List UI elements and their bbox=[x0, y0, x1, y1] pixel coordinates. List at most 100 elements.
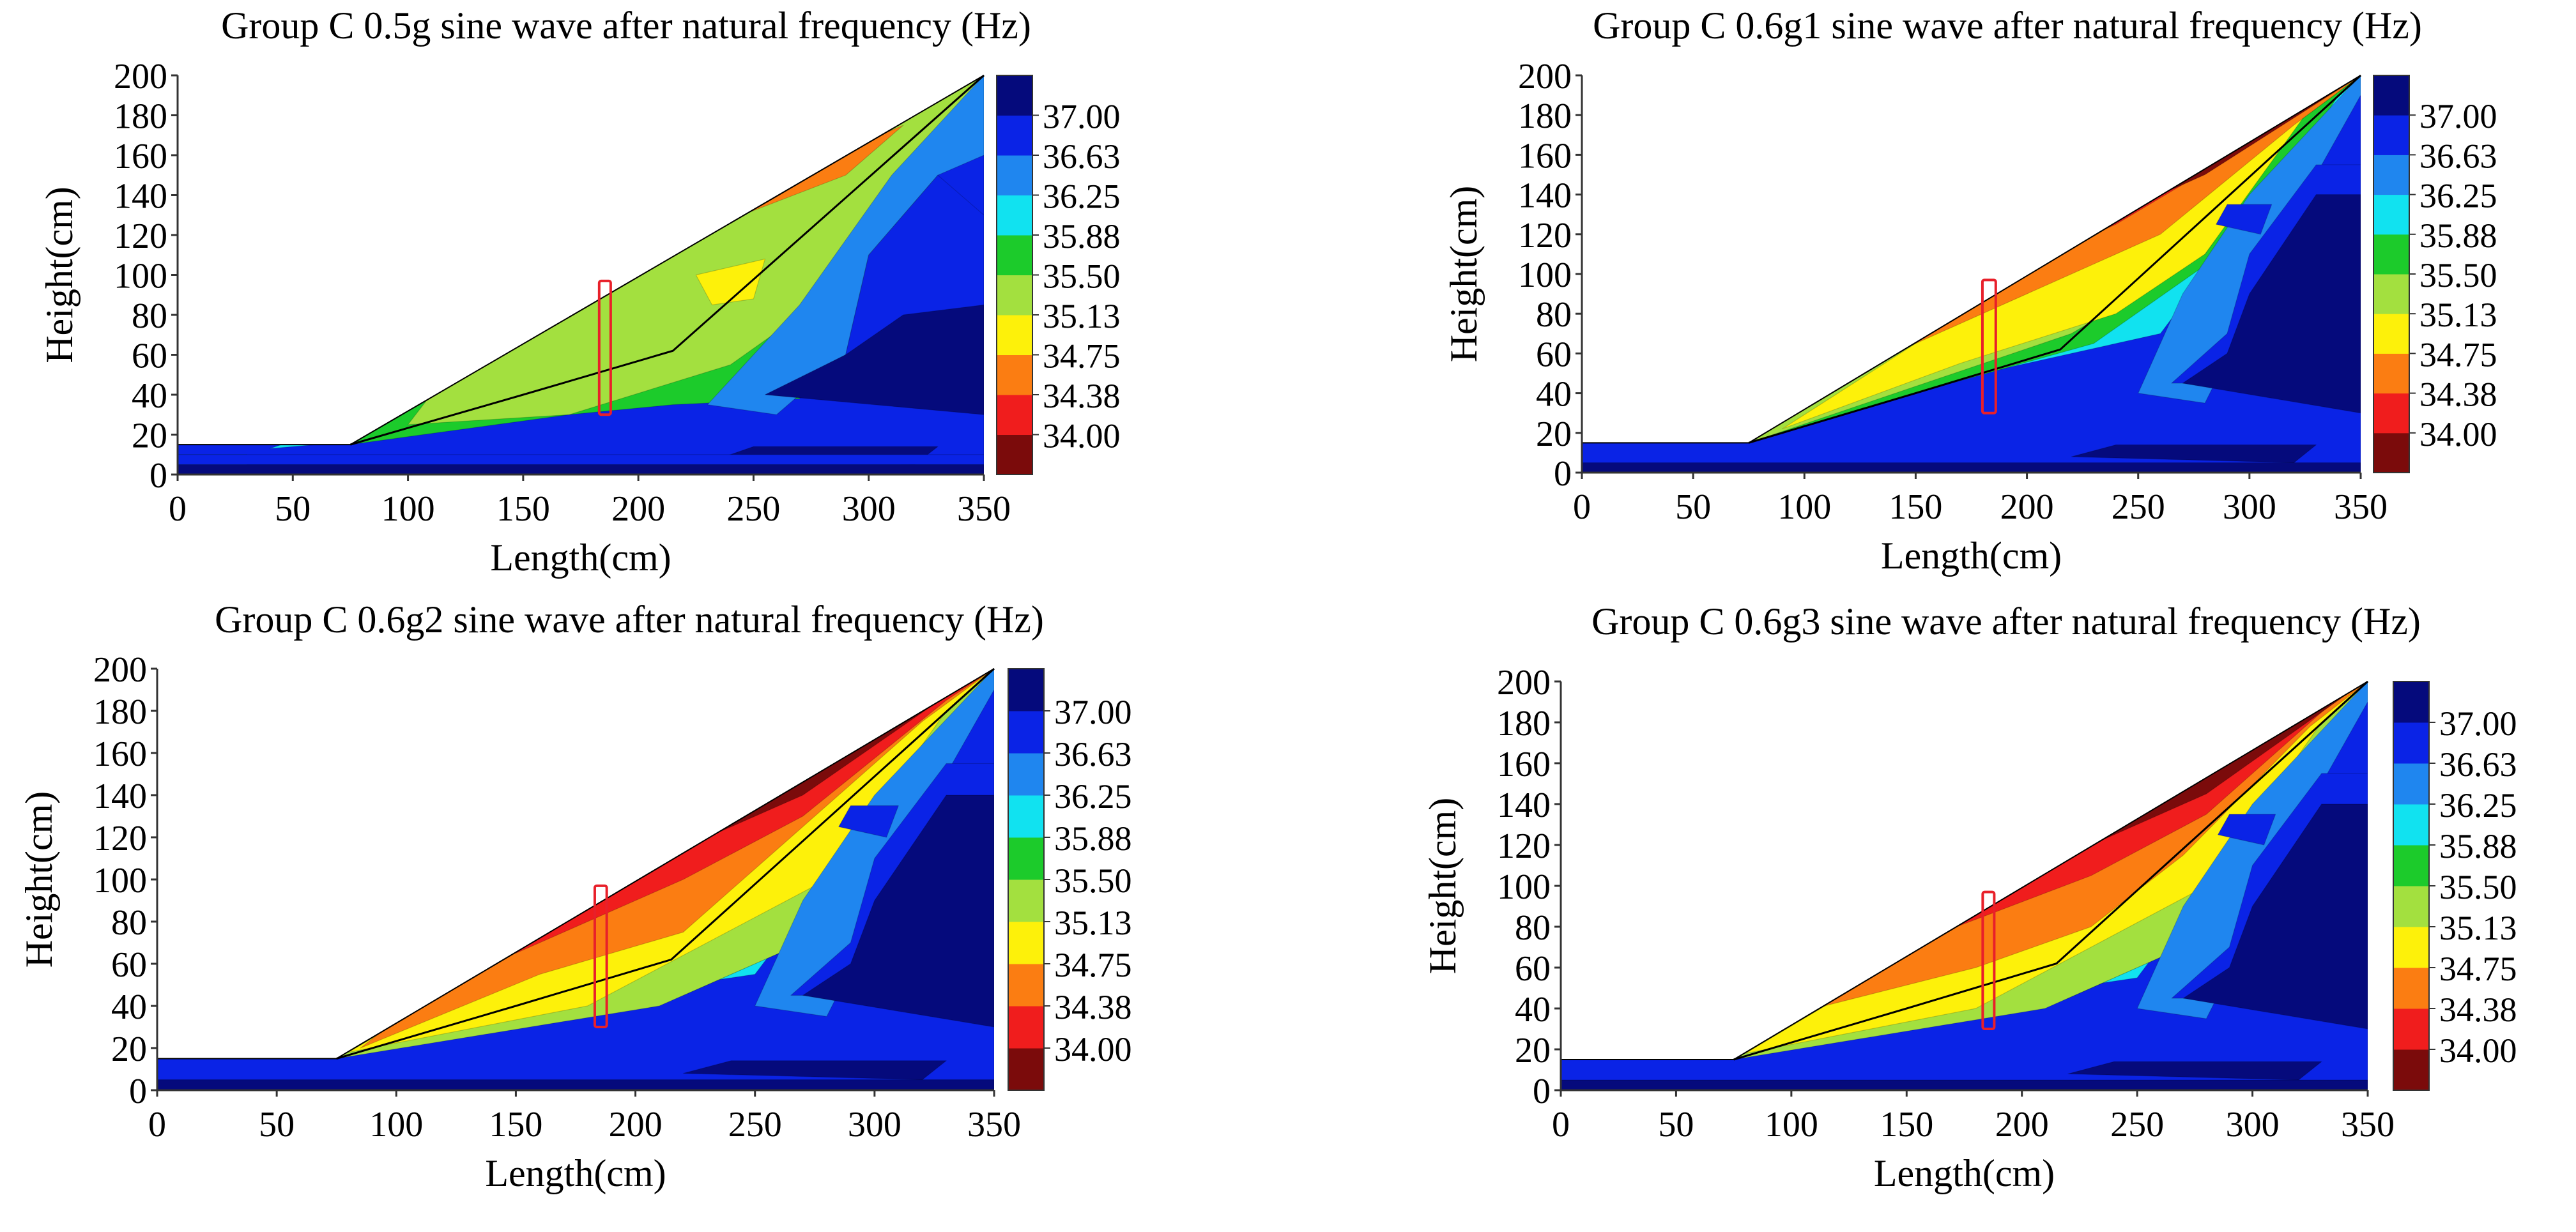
x-tick-label: 200 bbox=[611, 489, 665, 529]
colorbar-swatch bbox=[2393, 722, 2429, 764]
chart-panel-4: Group C 0.6g3 sine wave after natural fr… bbox=[1422, 600, 2517, 1194]
y-tick-label: 180 bbox=[114, 97, 167, 137]
contour-region bbox=[838, 805, 899, 838]
contour-fill bbox=[1561, 681, 2368, 1090]
colorbar-swatch bbox=[997, 115, 1032, 156]
contour-region bbox=[1561, 1079, 2368, 1090]
y-tick-label: 0 bbox=[150, 456, 167, 496]
x-tick-label: 100 bbox=[369, 1105, 423, 1145]
y-tick-label: 0 bbox=[1554, 454, 1572, 494]
colorbar-swatch bbox=[2373, 75, 2409, 116]
x-tick-label: 250 bbox=[2110, 1105, 2164, 1145]
x-axis-label: Length(cm) bbox=[485, 1152, 666, 1194]
colorbar-label: 34.00 bbox=[1043, 417, 1121, 455]
colorbar-label: 34.38 bbox=[2419, 376, 2497, 414]
colorbar-swatch bbox=[1008, 669, 1044, 711]
x-tick-label: 50 bbox=[275, 489, 310, 529]
x-tick-label: 0 bbox=[148, 1105, 166, 1145]
y-tick-label: 60 bbox=[1515, 949, 1551, 989]
pile-marker bbox=[597, 279, 612, 416]
y-tick-label: 120 bbox=[1518, 216, 1572, 255]
colorbar-swatch bbox=[2393, 886, 2429, 927]
y-tick-label: 40 bbox=[1536, 375, 1572, 414]
x-tick-label: 300 bbox=[2223, 487, 2276, 527]
x-tick-label: 200 bbox=[609, 1105, 663, 1145]
contour-region bbox=[178, 464, 984, 475]
contour-region bbox=[2182, 194, 2361, 414]
colorbar-swatch bbox=[997, 354, 1032, 395]
pile-marker bbox=[1981, 890, 1996, 1030]
x-tick-label: 0 bbox=[1573, 487, 1591, 527]
colorbar-swatch bbox=[2373, 115, 2409, 155]
colorbar-label: 37.00 bbox=[1054, 693, 1132, 731]
y-axis-label: Height(cm) bbox=[18, 791, 60, 968]
contour-region bbox=[157, 1079, 994, 1090]
chart-title: Group C 0.6g3 sine wave after natural fr… bbox=[1591, 600, 2421, 643]
y-tick-label: 40 bbox=[132, 376, 167, 416]
colorbar-swatch bbox=[2373, 314, 2409, 354]
y-tick-label: 180 bbox=[1497, 704, 1551, 743]
colorbar-swatch bbox=[997, 195, 1032, 236]
colorbar-swatch bbox=[1008, 711, 1044, 754]
x-tick-label: 150 bbox=[489, 1105, 542, 1145]
colorbar-swatch bbox=[1008, 753, 1044, 796]
contour-region bbox=[1582, 462, 2361, 473]
colorbar-swatch bbox=[2393, 968, 2429, 1009]
colorbar-label: 35.50 bbox=[2439, 868, 2517, 906]
colorbar-label: 34.38 bbox=[1054, 988, 1132, 1026]
y-tick-label: 120 bbox=[1497, 826, 1551, 866]
colorbar-label: 35.13 bbox=[2439, 909, 2517, 947]
colorbar-label: 36.25 bbox=[1054, 777, 1132, 816]
contour-fill bbox=[157, 669, 994, 1090]
colorbar-label: 35.88 bbox=[1043, 217, 1121, 255]
colorbar-label: 34.00 bbox=[2439, 1031, 2517, 1070]
y-tick-label: 40 bbox=[111, 987, 147, 1027]
colorbar-label: 35.13 bbox=[1054, 904, 1132, 942]
y-tick-label: 160 bbox=[93, 734, 147, 774]
colorbar: 37.0036.6336.2535.8835.5035.1334.7534.38… bbox=[2393, 681, 2517, 1091]
y-tick-label: 180 bbox=[1518, 96, 1572, 136]
x-tick-label: 50 bbox=[1658, 1105, 1694, 1145]
colorbar-swatch bbox=[1008, 1006, 1044, 1049]
colorbar: 37.0036.6336.2535.8835.5035.1334.7534.38… bbox=[996, 75, 1121, 475]
contour-region bbox=[764, 304, 984, 415]
contour-region bbox=[802, 795, 994, 1028]
y-tick-label: 100 bbox=[1518, 255, 1572, 295]
x-axis-label: Length(cm) bbox=[490, 536, 671, 579]
colorbar-label: 35.88 bbox=[2439, 827, 2517, 865]
y-axis-label: Height(cm) bbox=[1443, 186, 1485, 363]
colorbar-label: 36.63 bbox=[1043, 137, 1121, 176]
y-tick-label: 20 bbox=[1515, 1031, 1551, 1070]
colorbar-swatch bbox=[997, 275, 1032, 316]
colorbar-swatch bbox=[997, 395, 1032, 435]
y-tick-label: 160 bbox=[114, 137, 167, 176]
y-tick-label: 80 bbox=[132, 296, 167, 336]
y-tick-label: 120 bbox=[114, 217, 167, 256]
y-tick-label: 60 bbox=[1536, 335, 1572, 374]
y-tick-label: 140 bbox=[114, 177, 167, 217]
contour-region bbox=[2067, 1061, 2322, 1081]
colorbar-label: 35.13 bbox=[1043, 297, 1121, 335]
x-tick-label: 100 bbox=[1765, 1105, 1818, 1145]
y-tick-label: 160 bbox=[1497, 745, 1551, 784]
colorbar-swatch bbox=[2373, 155, 2409, 195]
x-tick-label: 100 bbox=[1777, 487, 1831, 527]
contour-region bbox=[682, 1060, 947, 1081]
x-tick-label: 300 bbox=[848, 1105, 901, 1145]
colorbar-swatch bbox=[1008, 964, 1044, 1007]
colorbar-swatch bbox=[2373, 432, 2409, 473]
y-tick-label: 60 bbox=[132, 337, 167, 376]
y-tick-label: 200 bbox=[114, 57, 167, 96]
slip-surface-line bbox=[1748, 74, 2362, 444]
y-tick-label: 200 bbox=[1518, 57, 1572, 96]
colorbar-swatch bbox=[997, 155, 1032, 195]
y-tick-label: 80 bbox=[111, 903, 147, 943]
chart-title: Group C 0.5g sine wave after natural fre… bbox=[221, 4, 1031, 47]
colorbar-label: 34.75 bbox=[1054, 946, 1132, 984]
y-tick-label: 40 bbox=[1515, 990, 1551, 1030]
colorbar-label: 36.25 bbox=[1043, 178, 1121, 216]
colorbar: 37.0036.6336.2535.8835.5035.1334.7534.38… bbox=[1008, 668, 1132, 1091]
contour-region bbox=[2182, 803, 2368, 1030]
x-tick-label: 150 bbox=[496, 489, 550, 529]
